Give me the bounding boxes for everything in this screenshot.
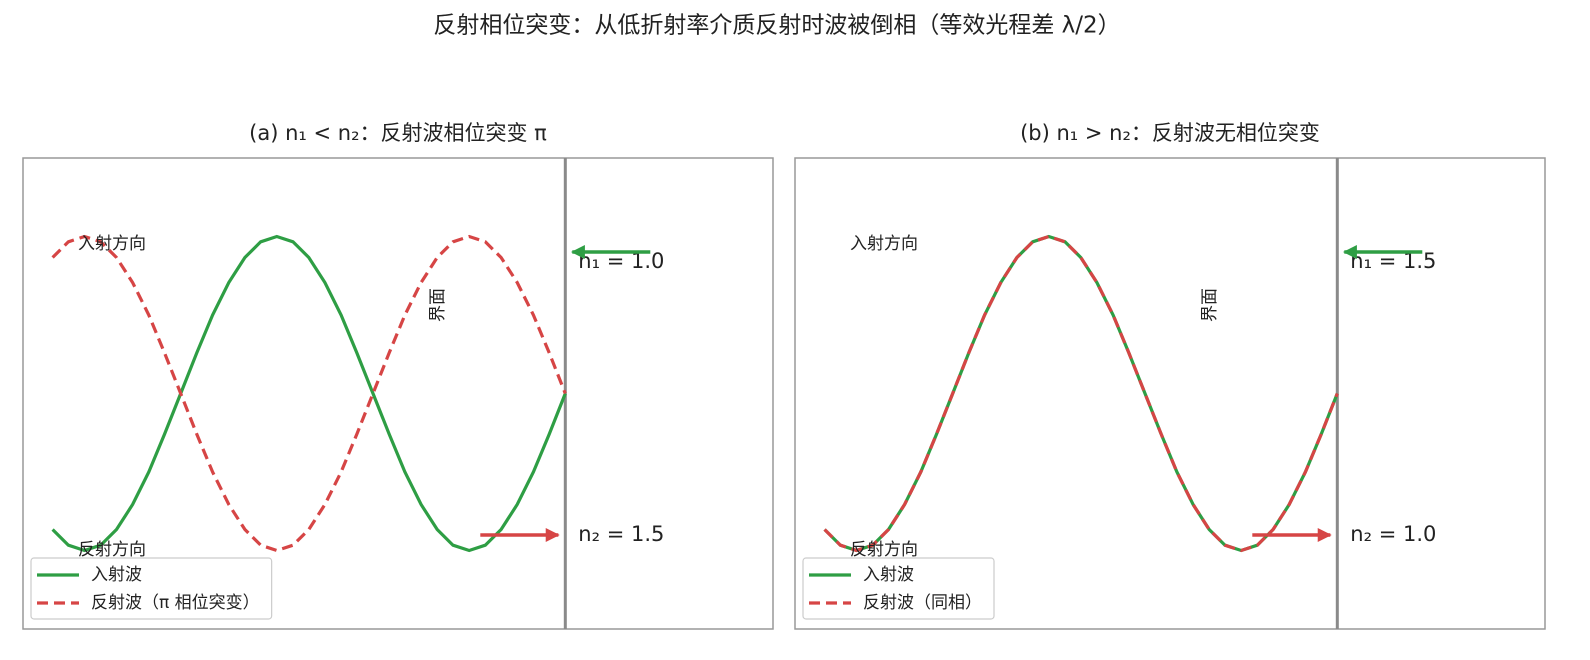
plot-frame <box>794 157 1546 630</box>
legend-box <box>30 557 273 620</box>
legend-label: 入射波 <box>91 565 142 585</box>
n2-label: n₂ = 1.0 <box>1350 522 1436 546</box>
incident-label: 入射方向 <box>78 234 146 254</box>
plot-frame <box>22 157 774 630</box>
incident-label: 入射方向 <box>850 234 918 254</box>
n2-label: n₂ = 1.5 <box>578 522 664 546</box>
figure-title: 反射相位突变：从低折射率介质反射时波被倒相（等效光程差 λ/2） <box>433 13 1120 39</box>
reflected-label: 反射方向 <box>78 540 146 560</box>
interface-label: 界面 <box>1200 288 1220 322</box>
panel-title: (b) n₁ > n₂：反射波无相位突变 <box>1020 121 1320 145</box>
panel-title: (a) n₁ < n₂：反射波相位突变 π <box>249 121 547 145</box>
legend-label: 入射波 <box>863 565 914 585</box>
series-line <box>823 234 1339 553</box>
legend-label: 反射波（同相） <box>863 593 982 613</box>
series-line <box>823 234 1339 553</box>
series-line <box>51 234 567 553</box>
interface-label: 界面 <box>428 288 448 322</box>
legend-label: 反射波（π 相位突变） <box>91 593 260 613</box>
reflected-label: 反射方向 <box>850 540 918 560</box>
series-line <box>51 234 567 553</box>
